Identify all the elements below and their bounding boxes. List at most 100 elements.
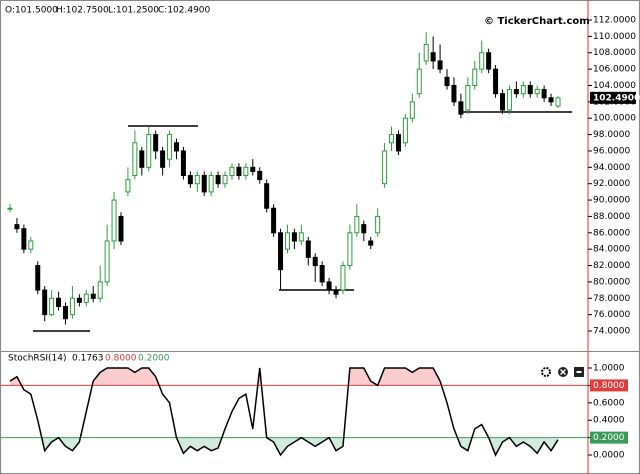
y-tick-label: 100.0000 <box>593 114 636 124</box>
indicator-value: 0.1763 <box>72 354 104 364</box>
candle-body <box>465 84 471 111</box>
panel-controls <box>541 367 584 377</box>
candle-body <box>69 297 75 316</box>
y-tick-label: 104.0000 <box>593 81 636 91</box>
ohlc-open: O:101.5000 <box>5 6 58 16</box>
candle-body <box>229 166 235 177</box>
indicator-line <box>9 367 559 457</box>
y-tick-label: 1.0000 <box>593 364 625 374</box>
candle-body <box>319 265 325 283</box>
last-price-label: 102.4900 <box>593 93 640 103</box>
level-label: 0.2000 <box>593 433 625 443</box>
candle-body <box>250 166 256 172</box>
y-tick-label: 78.0000 <box>593 294 630 304</box>
candle-body <box>409 101 415 119</box>
minimize-glyph <box>576 371 582 373</box>
candle-body <box>139 150 145 168</box>
candle-body <box>83 293 89 303</box>
candle-body <box>354 215 360 234</box>
overbought-level: 0.8000 <box>105 354 137 364</box>
candle-body <box>208 175 214 193</box>
settings-icon[interactable] <box>541 367 551 377</box>
y-tick-label: 0.6000 <box>593 398 625 408</box>
candle-body <box>187 175 193 185</box>
candle-body <box>340 265 346 291</box>
candle-body <box>278 232 284 271</box>
candle-body <box>14 224 20 230</box>
candle-body <box>416 68 422 95</box>
ohlc-high: H:102.7500 <box>56 6 109 16</box>
candle-body <box>173 142 179 152</box>
y-tick-label: 106.0000 <box>593 65 636 75</box>
candle-body <box>347 232 353 267</box>
y-tick-label: 74.0000 <box>593 327 630 337</box>
level-label: 0.8000 <box>593 381 625 391</box>
candle-body <box>375 215 381 234</box>
y-tick-label: 82.0000 <box>593 261 630 271</box>
candle-body <box>312 256 318 267</box>
y-tick-label: 94.0000 <box>593 163 630 173</box>
candle-body <box>42 289 48 316</box>
candle-body <box>548 97 554 103</box>
watermark: © TickerChart.com <box>484 16 590 27</box>
y-tick-label: 88.0000 <box>593 212 630 222</box>
y-tick-label: 76.0000 <box>593 310 630 320</box>
candle-body <box>97 281 103 299</box>
y-tick-label: 96.0000 <box>593 146 630 156</box>
candle-body <box>167 134 173 160</box>
candle-body <box>90 293 96 299</box>
candle-body <box>513 89 519 95</box>
candle-body <box>298 232 304 242</box>
level-label-box <box>590 431 628 444</box>
close-glyph <box>560 369 566 375</box>
candle-body <box>56 297 62 307</box>
candle-body <box>118 215 124 242</box>
candle-body <box>21 228 27 250</box>
candle-body <box>284 232 290 250</box>
candle-body <box>305 240 311 258</box>
candle-body <box>7 207 13 210</box>
candle-body <box>437 60 443 70</box>
candle-body <box>395 134 401 152</box>
candle-body <box>326 281 332 291</box>
candle-body <box>451 84 457 103</box>
y-tick-label: 108.0000 <box>593 48 636 58</box>
candle-body <box>368 240 374 246</box>
candle-body <box>361 224 367 234</box>
y-tick-label: 84.0000 <box>593 245 630 255</box>
candle-body <box>104 240 110 283</box>
level-label-box <box>590 379 628 392</box>
candle-body <box>493 68 499 95</box>
candle-body <box>111 199 117 242</box>
candle-body <box>402 117 408 144</box>
candle-body <box>125 179 131 193</box>
candle-body <box>215 175 221 185</box>
candle-body <box>180 150 186 177</box>
y-tick-label: 86.0000 <box>593 228 630 238</box>
candle-body <box>444 76 450 86</box>
candle-body <box>506 89 512 111</box>
candle-body <box>222 175 228 185</box>
candle-body <box>243 166 249 177</box>
y-tick-label: 112.0000 <box>593 16 636 26</box>
candle-body <box>201 175 207 193</box>
candle-body <box>236 166 242 177</box>
candle-body <box>520 84 526 95</box>
candle-body <box>479 52 485 70</box>
candle-body <box>146 134 152 168</box>
ohlc-low: L:101.2500 <box>108 6 159 16</box>
candle-body <box>257 170 263 181</box>
y-tick-label: 110.0000 <box>593 32 636 42</box>
candle-body <box>382 150 388 185</box>
candle-body <box>291 232 297 242</box>
candle-body <box>333 289 339 295</box>
candle-body <box>500 93 506 111</box>
candle-body <box>555 97 561 107</box>
ohlc-close: C:102.4900 <box>158 6 211 16</box>
candle-body <box>153 134 159 152</box>
candle-body <box>194 175 200 185</box>
oversold-level: 0.2000 <box>138 354 170 364</box>
y-tick-label: 90.0000 <box>593 196 630 206</box>
